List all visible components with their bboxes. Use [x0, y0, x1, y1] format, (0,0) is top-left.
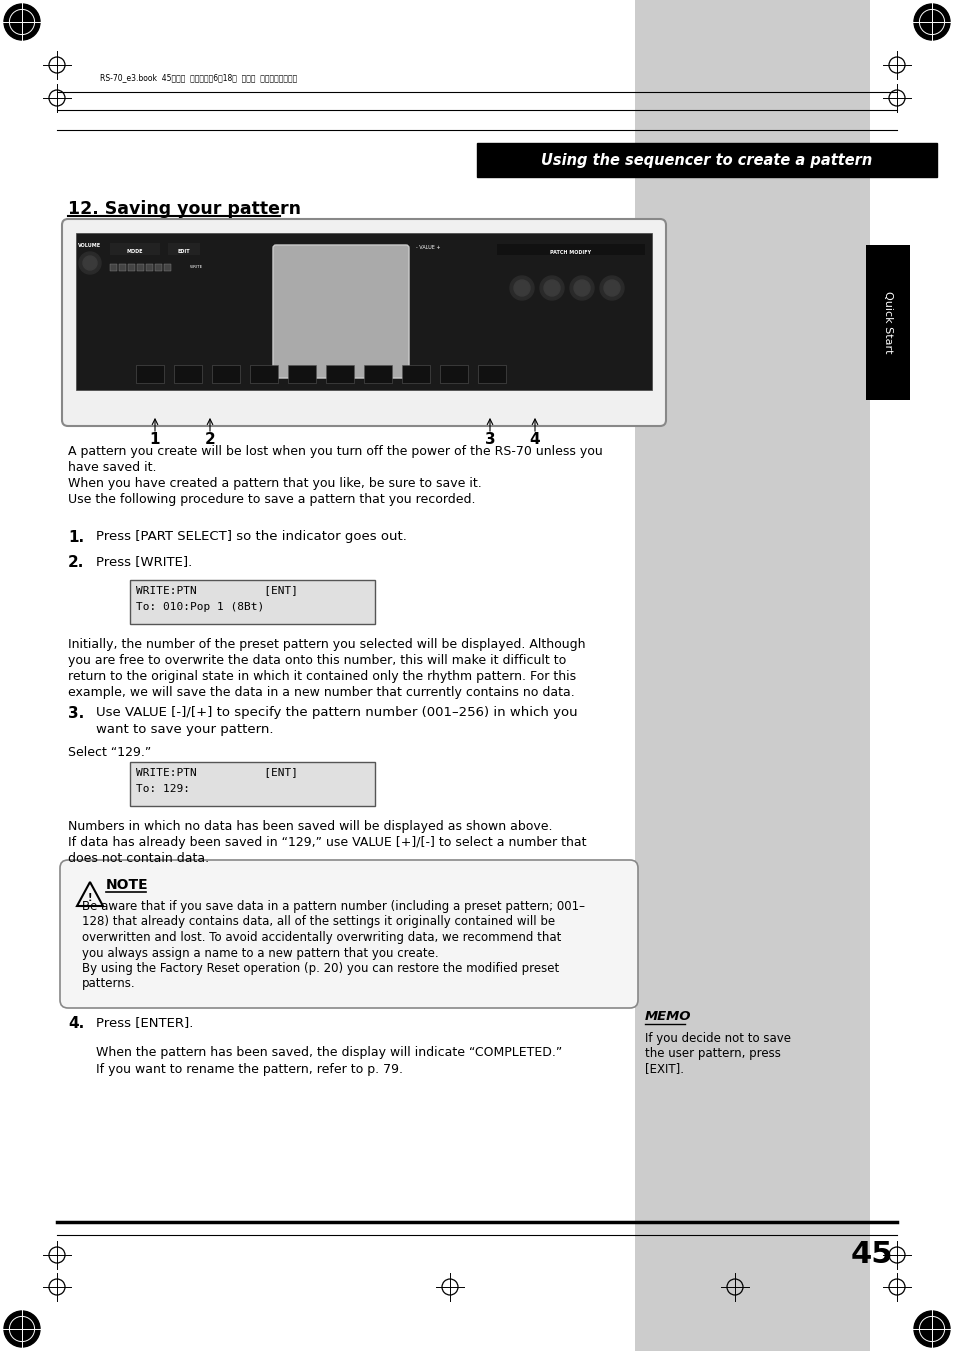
Text: Press [PART SELECT] so the indicator goes out.: Press [PART SELECT] so the indicator goe… [96, 530, 406, 543]
Bar [146, 263, 152, 272]
Text: A pattern you create will be lost when you turn off the power of the RS-70 unles: A pattern you create will be lost when y… [68, 444, 602, 458]
Circle shape [603, 280, 619, 296]
FancyBboxPatch shape [62, 219, 665, 426]
Bar [110, 243, 160, 255]
Text: Numbers in which no data has been saved will be displayed as shown above.: Numbers in which no data has been saved … [68, 820, 552, 834]
Bar [497, 245, 644, 255]
Text: 3: 3 [484, 432, 495, 447]
Bar [168, 243, 200, 255]
Bar [476, 143, 936, 177]
Text: If you want to rename the pattern, refer to p. 79.: If you want to rename the pattern, refer… [96, 1063, 402, 1075]
Text: If data has already been saved in “129,” use VALUE [+]/[-] to select a number th: If data has already been saved in “129,”… [68, 836, 586, 848]
Text: have saved it.: have saved it. [68, 461, 156, 474]
Bar [136, 365, 164, 382]
Circle shape [510, 276, 534, 300]
Text: want to save your pattern.: want to save your pattern. [96, 723, 274, 736]
Text: Using the sequencer to create a pattern: Using the sequencer to create a pattern [540, 153, 872, 168]
Text: 4: 4 [529, 432, 539, 447]
Text: 12. Saving your pattern: 12. Saving your pattern [68, 200, 301, 218]
Text: - VALUE +: - VALUE + [416, 245, 440, 250]
Text: 4.: 4. [68, 1016, 84, 1031]
Bar [635, 0, 869, 1351]
Bar [76, 232, 651, 390]
Text: 2.: 2. [68, 555, 84, 570]
Bar [439, 365, 468, 382]
Bar [164, 263, 171, 272]
Bar [212, 365, 240, 382]
Bar [288, 365, 315, 382]
Text: When you have created a pattern that you like, be sure to save it.: When you have created a pattern that you… [68, 477, 481, 490]
Text: 3.: 3. [68, 707, 84, 721]
Circle shape [4, 4, 40, 41]
Bar [128, 263, 135, 272]
Text: RS-70_e3.book  45ページ  ２００３年6月18日  水曜日  午後１２晎５４分: RS-70_e3.book 45ページ ２００３年6月18日 水曜日 午後１２晎… [100, 73, 297, 82]
Bar [137, 263, 144, 272]
Circle shape [569, 276, 594, 300]
Text: does not contain data.: does not contain data. [68, 852, 209, 865]
Text: PATCH MODIFY: PATCH MODIFY [550, 250, 591, 255]
Bar [154, 263, 162, 272]
Text: you are free to overwrite the data onto this number, this will make it difficult: you are free to overwrite the data onto … [68, 654, 566, 667]
Bar [173, 365, 202, 382]
Bar [250, 365, 277, 382]
Bar [364, 365, 392, 382]
FancyBboxPatch shape [60, 861, 638, 1008]
Text: MODE: MODE [127, 249, 143, 254]
Circle shape [539, 276, 563, 300]
Text: you always assign a name to a new pattern that you create.: you always assign a name to a new patter… [82, 947, 438, 959]
Text: the user pattern, press: the user pattern, press [644, 1047, 781, 1061]
Text: 2: 2 [204, 432, 215, 447]
Text: WRITE: WRITE [190, 265, 202, 269]
Text: NOTE: NOTE [106, 878, 149, 892]
Text: Be aware that if you save data in a pattern number (including a preset pattern; : Be aware that if you save data in a patt… [82, 900, 584, 913]
Circle shape [574, 280, 589, 296]
Bar [401, 365, 430, 382]
Text: To: 010:Pop 1 (8Bt): To: 010:Pop 1 (8Bt) [136, 603, 264, 612]
Text: EDIT: EDIT [177, 249, 190, 254]
Text: 128) that already contains data, all of the settings it originally contained wil: 128) that already contains data, all of … [82, 916, 555, 928]
Circle shape [913, 1310, 949, 1347]
Text: To: 129:: To: 129: [136, 784, 190, 794]
Text: WRITE:PTN          [ENT]: WRITE:PTN [ENT] [136, 767, 297, 777]
Bar [110, 263, 117, 272]
Bar [326, 365, 354, 382]
Text: Use the following procedure to save a pattern that you recorded.: Use the following procedure to save a pa… [68, 493, 475, 507]
Text: VOLUME: VOLUME [78, 243, 101, 249]
Bar [477, 365, 505, 382]
Text: return to the original state in which it contained only the rhythm pattern. For : return to the original state in which it… [68, 670, 576, 684]
Text: Press [WRITE].: Press [WRITE]. [96, 555, 193, 567]
Bar [865, 245, 909, 400]
Text: Press [ENTER].: Press [ENTER]. [96, 1016, 193, 1029]
Circle shape [79, 253, 101, 274]
Bar [130, 762, 375, 807]
FancyBboxPatch shape [273, 245, 409, 378]
Text: overwritten and lost. To avoid accidentally overwriting data, we recommend that: overwritten and lost. To avoid accidenta… [82, 931, 560, 944]
Circle shape [514, 280, 530, 296]
Text: Quick Start: Quick Start [882, 292, 892, 354]
Text: By using the Factory Reset operation (p. 20) you can restore the modified preset: By using the Factory Reset operation (p.… [82, 962, 558, 975]
Text: 1.: 1. [68, 530, 84, 544]
Text: 1: 1 [150, 432, 160, 447]
Text: WRITE:PTN          [ENT]: WRITE:PTN [ENT] [136, 585, 297, 594]
Bar [130, 580, 375, 624]
Text: When the pattern has been saved, the display will indicate “COMPLETED.”: When the pattern has been saved, the dis… [96, 1046, 561, 1059]
Text: !: ! [88, 893, 92, 902]
Text: patterns.: patterns. [82, 978, 135, 990]
Text: 45: 45 [850, 1240, 892, 1269]
Circle shape [83, 255, 97, 270]
Bar [119, 263, 126, 272]
Text: [EXIT].: [EXIT]. [644, 1062, 683, 1075]
Circle shape [913, 4, 949, 41]
Text: Use VALUE [-]/[+] to specify the pattern number (001–256) in which you: Use VALUE [-]/[+] to specify the pattern… [96, 707, 577, 719]
Text: If you decide not to save: If you decide not to save [644, 1032, 790, 1046]
Circle shape [543, 280, 559, 296]
Circle shape [4, 1310, 40, 1347]
Text: MEMO: MEMO [644, 1011, 691, 1023]
Text: Select “129.”: Select “129.” [68, 746, 152, 759]
Circle shape [599, 276, 623, 300]
Text: Initially, the number of the preset pattern you selected will be displayed. Alth: Initially, the number of the preset patt… [68, 638, 585, 651]
Text: example, we will save the data in a new number that currently contains no data.: example, we will save the data in a new … [68, 686, 574, 698]
